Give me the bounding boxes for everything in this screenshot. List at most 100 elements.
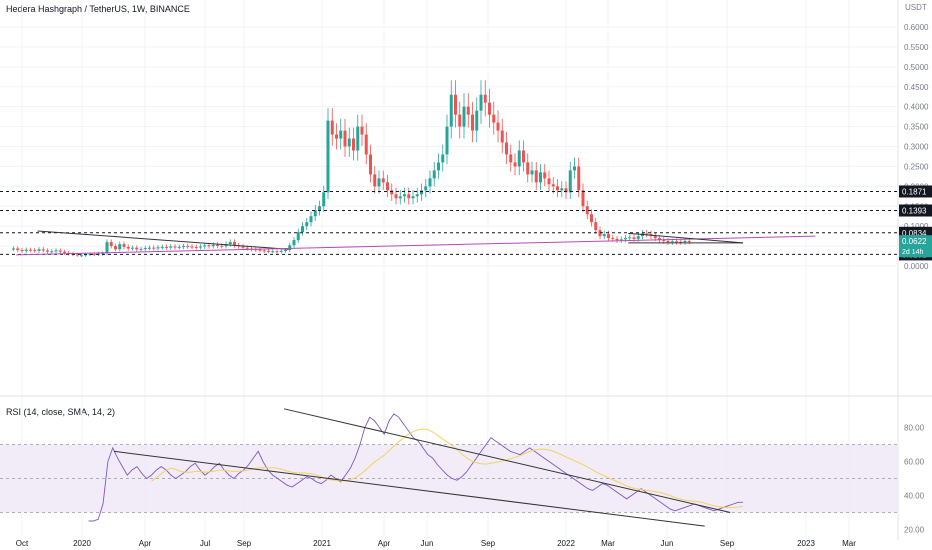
candle-body[interactable] bbox=[143, 248, 147, 250]
candle-body[interactable] bbox=[687, 240, 691, 242]
candle-body[interactable] bbox=[326, 120, 330, 193]
candle-body[interactable] bbox=[241, 246, 245, 248]
candle-body[interactable] bbox=[330, 120, 334, 135]
candle-body[interactable] bbox=[63, 251, 66, 253]
candle-body[interactable] bbox=[84, 254, 88, 256]
candle-body[interactable] bbox=[679, 241, 683, 243]
candle-body[interactable] bbox=[522, 150, 525, 163]
candle-body[interactable] bbox=[160, 246, 164, 248]
candle-body[interactable] bbox=[377, 178, 381, 187]
candle-body[interactable] bbox=[279, 250, 283, 252]
candle-body[interactable] bbox=[105, 242, 109, 254]
candle-body[interactable] bbox=[194, 246, 198, 248]
candle-body[interactable] bbox=[556, 186, 559, 191]
candle-body[interactable] bbox=[177, 246, 181, 248]
candle-body[interactable] bbox=[288, 245, 292, 251]
candle-body[interactable] bbox=[483, 94, 487, 103]
candle-body[interactable] bbox=[658, 238, 661, 241]
candle-body[interactable] bbox=[318, 206, 321, 211]
candle-body[interactable] bbox=[594, 222, 598, 231]
candle-body[interactable] bbox=[479, 94, 483, 111]
candle-body[interactable] bbox=[271, 251, 275, 253]
candle-body[interactable] bbox=[407, 194, 411, 199]
candle-body[interactable] bbox=[645, 233, 649, 235]
candle-body[interactable] bbox=[343, 130, 347, 147]
candle-body[interactable] bbox=[403, 194, 406, 197]
candle-body[interactable] bbox=[394, 194, 398, 199]
candle-body[interactable] bbox=[118, 244, 122, 250]
candle-body[interactable] bbox=[275, 251, 279, 253]
support-trendline[interactable] bbox=[16, 235, 816, 256]
candle-body[interactable] bbox=[675, 241, 678, 243]
candle-body[interactable] bbox=[475, 110, 479, 131]
candle-body[interactable] bbox=[513, 162, 517, 167]
candle-body[interactable] bbox=[199, 246, 202, 248]
candle-body[interactable] bbox=[632, 237, 636, 239]
candle-body[interactable] bbox=[585, 206, 589, 215]
candle-body[interactable] bbox=[54, 250, 58, 252]
candle-body[interactable] bbox=[152, 247, 156, 249]
candle-body[interactable] bbox=[122, 244, 126, 247]
candle-body[interactable] bbox=[373, 174, 377, 187]
candle-body[interactable] bbox=[139, 248, 143, 250]
candle-body[interactable] bbox=[466, 106, 470, 115]
candle-body[interactable] bbox=[29, 249, 32, 251]
candle-body[interactable] bbox=[50, 251, 54, 253]
candle-body[interactable] bbox=[190, 246, 194, 248]
candle-body[interactable] bbox=[20, 250, 24, 252]
candle-body[interactable] bbox=[505, 142, 508, 155]
candle-body[interactable] bbox=[471, 114, 474, 131]
candle-body[interactable] bbox=[636, 236, 640, 239]
candle-body[interactable] bbox=[670, 241, 674, 243]
candle-body[interactable] bbox=[37, 249, 41, 251]
candle-body[interactable] bbox=[92, 254, 96, 256]
candle-body[interactable] bbox=[449, 94, 453, 127]
candle-body[interactable] bbox=[381, 178, 385, 183]
candle-body[interactable] bbox=[386, 182, 389, 191]
candle-body[interactable] bbox=[165, 246, 168, 248]
candle-body[interactable] bbox=[262, 250, 266, 252]
candle-body[interactable] bbox=[296, 232, 300, 241]
candle-body[interactable] bbox=[547, 178, 551, 185]
candle-body[interactable] bbox=[131, 247, 134, 249]
candle-body[interactable] bbox=[607, 234, 610, 239]
candle-body[interactable] bbox=[517, 150, 521, 167]
candle-body[interactable] bbox=[615, 238, 619, 241]
resistance-trendline[interactable] bbox=[37, 230, 289, 250]
candle-body[interactable] bbox=[156, 247, 160, 249]
candle-body[interactable] bbox=[530, 170, 534, 175]
candle-body[interactable] bbox=[309, 216, 313, 223]
candle-body[interactable] bbox=[24, 249, 28, 251]
candle-body[interactable] bbox=[305, 222, 309, 227]
candle-body[interactable] bbox=[509, 154, 513, 163]
candle-body[interactable] bbox=[424, 186, 428, 191]
candle-body[interactable] bbox=[369, 154, 372, 175]
candle-body[interactable] bbox=[313, 210, 317, 217]
candle-body[interactable] bbox=[611, 238, 615, 240]
candle-body[interactable] bbox=[496, 122, 500, 131]
candle-body[interactable] bbox=[356, 126, 360, 151]
candle-body[interactable] bbox=[292, 240, 296, 246]
candle-body[interactable] bbox=[322, 192, 326, 207]
rsi-ma-line[interactable] bbox=[151, 428, 744, 509]
candle-body[interactable] bbox=[500, 130, 504, 143]
candle-body[interactable] bbox=[220, 245, 224, 247]
candle-body[interactable] bbox=[169, 246, 173, 248]
candle-body[interactable] bbox=[33, 250, 37, 252]
candle-body[interactable] bbox=[415, 194, 419, 197]
candle-body[interactable] bbox=[573, 166, 576, 171]
candle-body[interactable] bbox=[428, 178, 432, 187]
candle-body[interactable] bbox=[568, 170, 572, 193]
candle-body[interactable] bbox=[12, 248, 15, 250]
candle-body[interactable] bbox=[301, 226, 304, 233]
candle-body[interactable] bbox=[411, 196, 415, 199]
candle-body[interactable] bbox=[560, 188, 564, 191]
candle-body[interactable] bbox=[258, 249, 262, 251]
candle-body[interactable] bbox=[437, 162, 440, 171]
candle-body[interactable] bbox=[352, 138, 355, 151]
candle-body[interactable] bbox=[454, 94, 457, 115]
candle-body[interactable] bbox=[364, 134, 368, 155]
candle-body[interactable] bbox=[619, 239, 623, 241]
candle-body[interactable] bbox=[628, 237, 632, 239]
